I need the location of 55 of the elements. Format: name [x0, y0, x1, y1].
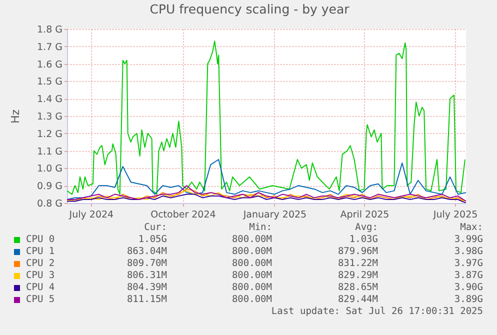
text: 800.00M — [232, 294, 272, 306]
x-tick-label: April 2025 — [340, 210, 390, 220]
text: 828.65M — [338, 282, 378, 294]
chart-title: CPU frequency scaling - by year — [150, 2, 350, 16]
text: 3.98G — [454, 246, 483, 258]
legend-label: CPU 2 — [26, 258, 55, 270]
y-tick-label: 1.3 G — [37, 112, 62, 122]
y-tick-label: 1.1 G — [37, 146, 62, 158]
y-tick-label: 1.8 G — [37, 24, 62, 36]
text: 3.90G — [454, 282, 483, 294]
legend-label: CPU 1 — [26, 246, 55, 258]
line-series — [67, 40, 466, 195]
text: Min: — [249, 222, 272, 234]
y-tick-label: 1.5 G — [37, 76, 62, 88]
text: 3.99G — [454, 234, 483, 246]
y-tick-label: 1.2 G — [37, 128, 62, 140]
text: Cur: — [144, 222, 167, 234]
text: 863.04M — [126, 246, 167, 258]
y-axis-title: Hz — [9, 109, 22, 124]
text: 829.29M — [338, 270, 378, 282]
text: 3.89G — [454, 294, 483, 306]
text: 809.70M — [126, 258, 167, 270]
x-tick-label: October 2024 — [150, 210, 216, 220]
text: 800.00M — [232, 270, 272, 282]
x-tick-label: July 2024 — [68, 210, 114, 220]
text: 829.44M — [338, 294, 378, 306]
text: 800.00M — [232, 258, 272, 270]
y-tick-label: 1.7 G — [37, 42, 62, 53]
text: Max: — [460, 222, 483, 234]
text: 1.03G — [349, 234, 378, 246]
y-tick-label: 0.8 G — [37, 198, 62, 210]
text: 3.87G — [454, 270, 483, 282]
text: 3.97G — [454, 258, 483, 270]
text: Last update: Sat Jul 26 17:00:31 2025 — [271, 306, 483, 318]
x-tick-label: January 2025 — [242, 210, 307, 220]
text: 811.15M — [126, 294, 167, 306]
text: 800.00M — [232, 246, 272, 258]
text: 831.22M — [338, 258, 378, 270]
y-tick-label: 0.9 G — [37, 181, 62, 192]
legend-label: CPU 3 — [26, 270, 55, 282]
text: 1.05G — [138, 234, 167, 246]
text: 800.00M — [232, 282, 272, 294]
legend-label: CPU 5 — [26, 294, 55, 306]
legend-label: CPU 0 — [26, 234, 55, 246]
legend-label: CPU 4 — [26, 282, 55, 294]
text: 800.00M — [232, 234, 272, 246]
x-tick-label: July 2025 — [432, 210, 478, 220]
text: 806.31M — [126, 270, 167, 282]
text: 879.96M — [338, 246, 378, 258]
y-tick-label: 1.4 G — [37, 94, 62, 106]
y-tick-label: 1.0 G — [37, 164, 62, 175]
text: 804.39M — [126, 282, 167, 294]
text: Avg: — [355, 222, 378, 234]
y-tick-label: 1.6 G — [37, 59, 62, 70]
line-series — [67, 159, 466, 200]
